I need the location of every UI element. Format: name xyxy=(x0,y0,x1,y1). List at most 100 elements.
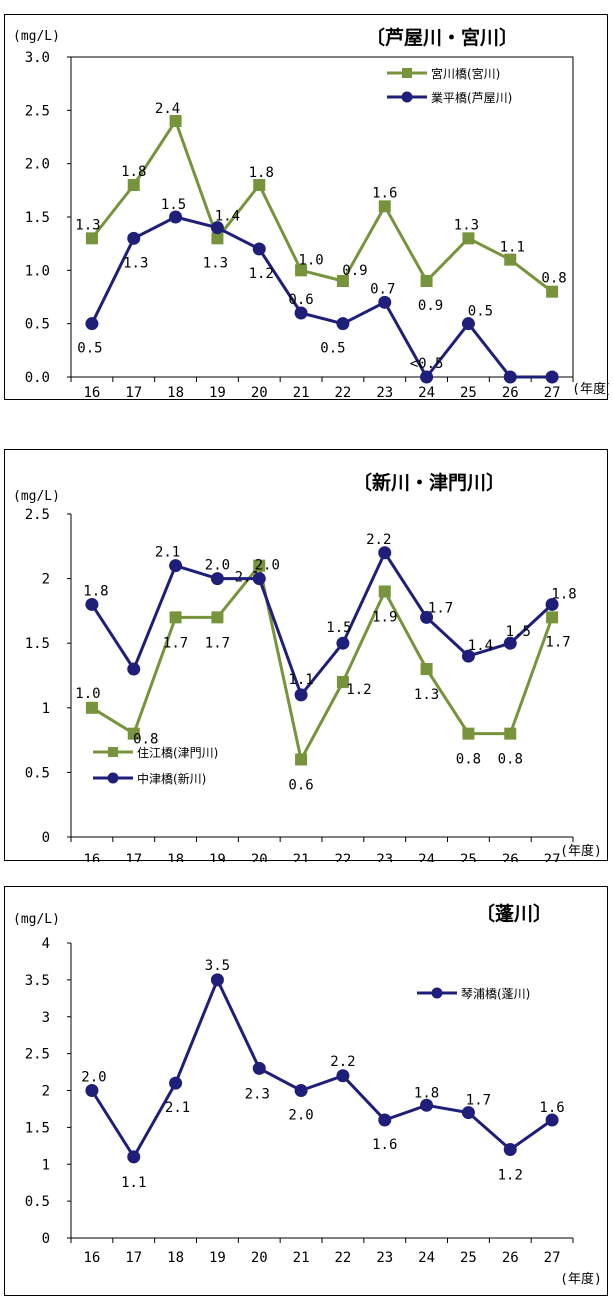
data-point-marker xyxy=(210,572,224,586)
y-tick-label: 1.5 xyxy=(25,1120,50,1136)
plot-area-frame xyxy=(70,56,574,378)
data-point-marker xyxy=(295,753,308,766)
data-point-marker xyxy=(420,663,433,676)
x-tick-label: 22 xyxy=(334,1250,351,1266)
x-tick-label: 21 xyxy=(293,852,310,862)
y-tick-label: 1.0 xyxy=(25,263,50,279)
data-point-marker xyxy=(378,200,391,213)
data-point-marker xyxy=(420,370,434,384)
x-tick-label: 26 xyxy=(502,852,519,862)
x-tick-label: 24 xyxy=(418,1250,435,1266)
data-label: 1.4 xyxy=(215,209,240,225)
data-label: 1.7 xyxy=(163,635,188,651)
data-point-marker xyxy=(504,253,517,266)
y-tick-label: 1 xyxy=(42,1157,50,1173)
data-label: 1.6 xyxy=(372,185,397,201)
x-axis-unit: (年度) xyxy=(572,381,609,397)
data-point-marker xyxy=(504,727,517,740)
data-label: 1.7 xyxy=(428,600,453,616)
data-point-marker xyxy=(336,275,349,287)
y-tick-label: 0.0 xyxy=(25,370,50,386)
x-tick-label: 18 xyxy=(167,1250,184,1266)
data-point-marker xyxy=(210,221,224,235)
data-label: 1.7 xyxy=(205,635,230,651)
data-point-marker xyxy=(461,649,475,663)
data-label: 0.8 xyxy=(133,732,158,748)
data-label: 2.2 xyxy=(366,532,391,548)
y-tick-label: 0.5 xyxy=(25,317,50,333)
x-tick-label: 20 xyxy=(251,385,268,401)
data-label: 1.1 xyxy=(500,240,525,256)
data-label: 1.2 xyxy=(498,1168,523,1184)
data-label: 1.3 xyxy=(454,217,479,233)
data-label: 1.9 xyxy=(372,610,397,626)
y-tick-label: 4 xyxy=(42,936,50,952)
y-tick-label: 3.5 xyxy=(25,973,50,989)
x-tick-label: 19 xyxy=(209,852,226,862)
data-point-marker xyxy=(169,210,183,224)
data-point-marker xyxy=(127,727,140,740)
y-tick-label: 0.5 xyxy=(25,1194,50,1210)
data-point-marker xyxy=(545,597,559,611)
y-tick-label: 2.5 xyxy=(25,507,50,523)
data-point-marker xyxy=(252,242,266,256)
x-tick-label: 27 xyxy=(544,852,561,862)
data-point-marker xyxy=(253,559,266,572)
x-tick-label: 18 xyxy=(167,385,184,401)
x-tick-label: 22 xyxy=(334,385,351,401)
x-tick-label: 24 xyxy=(418,852,435,862)
data-label: 1.0 xyxy=(75,686,100,702)
data-label: 1.8 xyxy=(249,165,274,181)
data-label: 1.8 xyxy=(414,1085,439,1101)
data-label: 1.8 xyxy=(83,583,108,599)
y-tick-label: 2 xyxy=(42,1084,50,1100)
data-label: 1.8 xyxy=(121,164,146,180)
legend-label: 住江橋(津門川) xyxy=(137,746,218,760)
y-tick-label: 1.5 xyxy=(25,210,50,226)
data-point-marker xyxy=(461,1106,475,1120)
x-tick-label: 20 xyxy=(251,1250,268,1266)
legend-marker xyxy=(401,91,413,103)
data-point-marker xyxy=(546,285,559,298)
data-label: 2.1 xyxy=(165,1100,190,1116)
data-point-marker xyxy=(210,973,224,987)
data-label: 1.8 xyxy=(551,586,576,602)
y-tick-label: 0 xyxy=(42,830,50,846)
data-point-marker xyxy=(336,1069,350,1083)
y-tick-label: 2.5 xyxy=(25,103,50,119)
data-label: 0.6 xyxy=(288,292,313,308)
x-tick-label: 17 xyxy=(125,1250,142,1266)
data-point-marker xyxy=(295,264,308,277)
data-label: 1.3 xyxy=(414,687,439,703)
data-label: 0.9 xyxy=(342,263,367,279)
data-label: 1.4 xyxy=(468,638,493,654)
data-label: 1.7 xyxy=(545,634,570,650)
data-point-marker xyxy=(85,1084,99,1097)
x-axis-unit: (年度) xyxy=(560,1271,602,1287)
data-point-marker xyxy=(85,232,98,245)
data-label: 0.5 xyxy=(77,341,102,357)
data-point-marker xyxy=(336,675,349,688)
chart-svg: 〔芦屋川・宮川〕 (mg/L) (年度) 0.0 0.5 1.0 1.5 2.0 2.5 3.0 1… xyxy=(13,26,609,401)
x-tick-label: 16 xyxy=(83,1250,100,1266)
x-tick-label: 24 xyxy=(418,385,435,401)
data-label: 2.2 xyxy=(330,1054,355,1070)
data-point-marker xyxy=(294,1084,308,1097)
data-label: 0.8 xyxy=(498,752,523,768)
x-tick-label: 17 xyxy=(125,852,142,862)
data-point-marker xyxy=(252,572,266,586)
data-label: 2.0 xyxy=(205,558,230,574)
series-line-0 xyxy=(90,119,554,293)
data-label: 2.3 xyxy=(245,1086,270,1102)
data-point-marker xyxy=(378,585,391,598)
x-tick-label: 25 xyxy=(460,1250,477,1266)
data-label: 2.0 xyxy=(255,558,280,574)
data-point-marker xyxy=(85,317,99,331)
data-label: 1.3 xyxy=(203,255,228,271)
x-tick-label: 25 xyxy=(460,852,477,862)
data-point-marker xyxy=(294,306,308,320)
data-point-marker xyxy=(336,636,350,650)
data-label: 1.2 xyxy=(249,266,274,282)
x-tick-label: 21 xyxy=(293,385,310,401)
x-tick-label: 16 xyxy=(83,385,100,401)
